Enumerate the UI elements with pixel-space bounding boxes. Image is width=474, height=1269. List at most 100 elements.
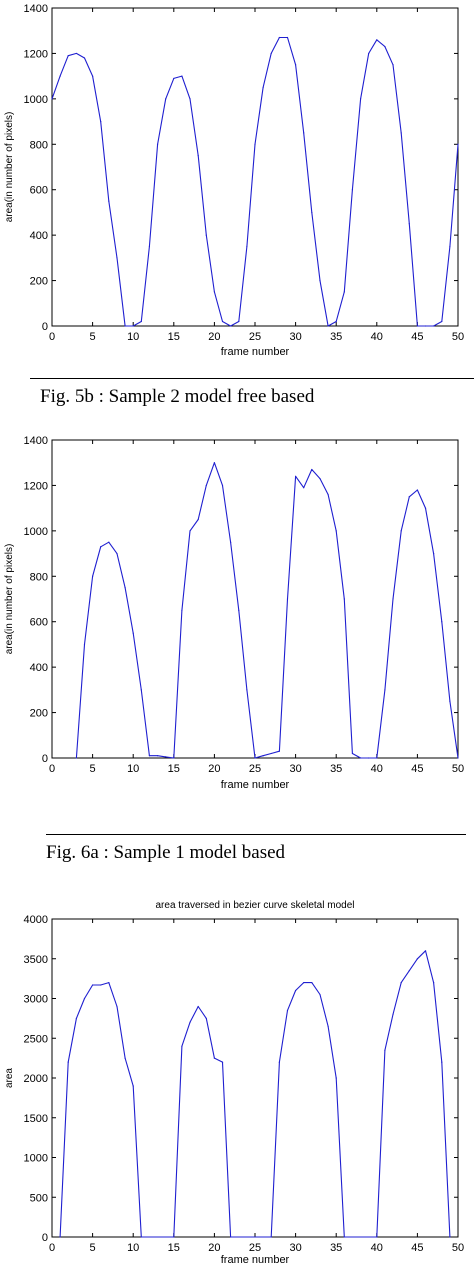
data-point bbox=[278, 750, 280, 752]
data-point bbox=[100, 120, 102, 123]
x-tick-label: 30 bbox=[289, 331, 301, 343]
data-point bbox=[100, 984, 102, 986]
y-tick-label: 800 bbox=[30, 571, 48, 583]
data-point bbox=[286, 598, 289, 600]
data-point bbox=[433, 325, 435, 327]
data-point bbox=[246, 245, 248, 248]
data-point bbox=[303, 487, 305, 489]
data-point bbox=[181, 75, 183, 77]
data-point bbox=[376, 757, 378, 759]
x-tick-label: 15 bbox=[168, 331, 180, 343]
data-point bbox=[173, 77, 175, 80]
data-point bbox=[416, 489, 418, 491]
data-point bbox=[173, 1236, 175, 1238]
data-point bbox=[384, 46, 386, 48]
data-point bbox=[376, 39, 378, 41]
x-tick-label: 35 bbox=[330, 763, 342, 775]
x-tick-label: 10 bbox=[127, 1242, 139, 1254]
data-point bbox=[278, 36, 280, 39]
x-tick-label: 50 bbox=[452, 1242, 464, 1254]
data-point bbox=[400, 530, 402, 532]
data-point bbox=[408, 970, 410, 972]
y-tick-label: 200 bbox=[30, 708, 48, 720]
data-point bbox=[124, 325, 126, 327]
data-point bbox=[286, 1009, 289, 1012]
data-point bbox=[67, 1061, 69, 1063]
data-point bbox=[140, 320, 142, 323]
data-point bbox=[295, 475, 297, 477]
data-point bbox=[221, 1061, 224, 1063]
data-point bbox=[148, 755, 151, 757]
data-point bbox=[92, 75, 94, 77]
data-point bbox=[433, 982, 435, 984]
data-point bbox=[213, 1057, 215, 1059]
chart-bezier-area: 0 5 10 15 20 25 30 35 40 45 5005001000150020002500… bbox=[4, 900, 464, 1266]
data-point bbox=[449, 700, 451, 702]
data-point bbox=[270, 52, 272, 55]
data-point bbox=[359, 757, 362, 759]
x-tick-label: 40 bbox=[371, 1242, 383, 1254]
x-tick-label: 50 bbox=[452, 763, 464, 775]
data-point bbox=[335, 530, 337, 532]
data-point bbox=[343, 291, 345, 293]
y-tick-label: 4000 bbox=[24, 914, 48, 926]
data-point bbox=[295, 64, 297, 66]
data-point bbox=[92, 984, 94, 986]
data-point bbox=[230, 325, 232, 327]
data-point bbox=[441, 621, 443, 623]
x-tick-label: 45 bbox=[411, 1242, 423, 1254]
data-point bbox=[408, 496, 410, 498]
data-point bbox=[392, 64, 394, 66]
x-tick-label: 40 bbox=[371, 331, 383, 343]
data-point bbox=[335, 320, 337, 323]
data-point bbox=[75, 1017, 77, 1019]
data-point bbox=[327, 325, 329, 327]
x-tick-label: 20 bbox=[208, 1242, 220, 1254]
x-tick-label: 45 bbox=[411, 331, 423, 343]
data-point bbox=[449, 1236, 451, 1238]
data-point bbox=[327, 493, 329, 496]
x-tick-label: 0 bbox=[49, 763, 55, 775]
data-point bbox=[457, 757, 459, 759]
data-point bbox=[132, 1085, 134, 1087]
x-tick-label: 25 bbox=[249, 331, 261, 343]
data-point bbox=[335, 1077, 337, 1079]
data-point bbox=[156, 143, 159, 145]
x-tick-label: 5 bbox=[90, 763, 96, 775]
data-point bbox=[416, 958, 418, 960]
data-point bbox=[311, 211, 313, 214]
data-point bbox=[424, 507, 427, 509]
x-tick-label: 25 bbox=[249, 1242, 261, 1254]
plot-area bbox=[51, 439, 459, 759]
plot-area bbox=[51, 7, 459, 327]
y-tick-label: 500 bbox=[30, 1192, 48, 1204]
data-point bbox=[148, 245, 151, 248]
data-point bbox=[319, 993, 321, 996]
data-point bbox=[181, 609, 183, 611]
y-tick-label: 1000 bbox=[24, 526, 48, 538]
x-tick-label: 25 bbox=[249, 763, 261, 775]
y-axis-label: area(in number of pixels) bbox=[4, 112, 15, 223]
data-point bbox=[286, 36, 289, 39]
data-point bbox=[343, 598, 345, 600]
data-point bbox=[156, 755, 159, 757]
data-point bbox=[165, 756, 167, 758]
x-tick-label: 45 bbox=[411, 763, 423, 775]
chart-fig6a: 0 5 10 15 20 25 30 35 40 45 50 0 200 400 600 800 1000 120… bbox=[4, 435, 464, 791]
data-point bbox=[400, 132, 402, 134]
y-tick-label: 3000 bbox=[24, 994, 48, 1006]
data-point bbox=[108, 982, 110, 984]
x-tick-label: 20 bbox=[208, 331, 220, 343]
data-point bbox=[173, 757, 175, 759]
y-tick-label: 0 bbox=[42, 1232, 48, 1244]
data-point bbox=[359, 98, 362, 100]
data-point bbox=[368, 52, 370, 55]
y-tick-label: 1000 bbox=[24, 94, 48, 106]
data-point bbox=[457, 143, 459, 145]
plot-area bbox=[51, 918, 459, 1238]
x-axis-label: frame number bbox=[221, 346, 290, 358]
x-tick-label: 40 bbox=[371, 763, 383, 775]
x-axis-label: frame number bbox=[221, 1254, 290, 1266]
data-point bbox=[116, 257, 118, 259]
data-point bbox=[197, 155, 199, 157]
